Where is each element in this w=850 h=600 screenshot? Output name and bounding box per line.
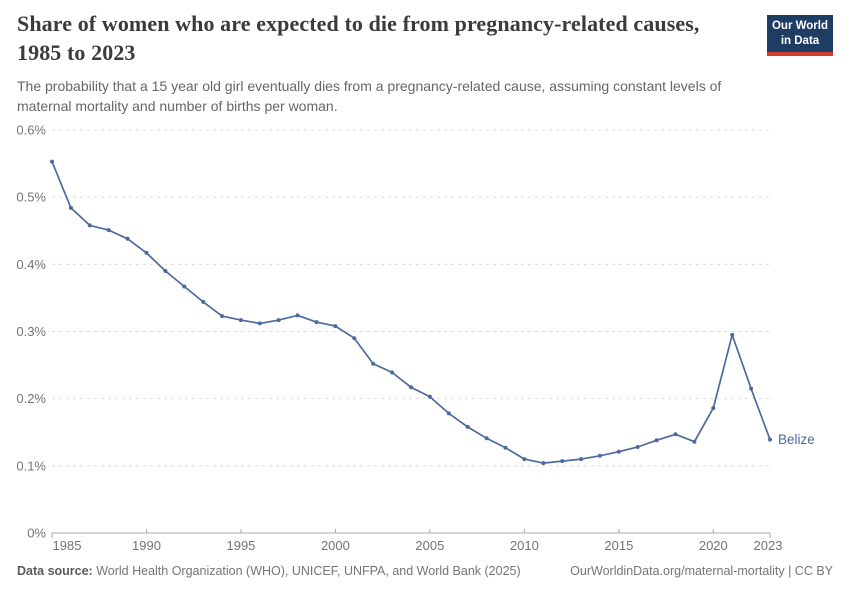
data-point-marker[interactable] [560, 459, 565, 464]
data-point-marker[interactable] [106, 228, 111, 233]
gridlines [51, 129, 771, 538]
entity-label[interactable]: Belize [778, 432, 815, 447]
data-point-marker[interactable] [635, 445, 640, 449]
data-point-marker[interactable] [257, 321, 262, 326]
data-point-marker[interactable] [390, 370, 395, 375]
data-point-marker[interactable] [125, 236, 130, 241]
owid-link-license[interactable]: OurWorldinData.org/maternal-mortality | … [570, 564, 833, 578]
owid-logo-line1: Our World [771, 20, 828, 32]
data-point-marker[interactable] [314, 320, 319, 325]
x-tick-label: 2020 [699, 538, 728, 553]
data-point-marker[interactable] [87, 223, 92, 228]
data-point-marker[interactable] [465, 424, 470, 429]
y-tick-label: 0.5% [16, 190, 46, 205]
y-tick-label: 0.2% [16, 391, 46, 406]
data-point-marker[interactable] [409, 385, 413, 390]
data-point-marker[interactable] [692, 439, 697, 444]
data-series: Belize [50, 159, 815, 466]
data-point-marker[interactable] [276, 318, 281, 323]
data-point-marker[interactable] [50, 159, 54, 164]
y-tick-label: 0.3% [16, 324, 46, 339]
data-point-marker[interactable] [163, 269, 168, 273]
data-point-marker[interactable] [220, 314, 225, 319]
x-tick-label: 1995 [226, 538, 255, 553]
data-point-marker[interactable] [654, 438, 659, 443]
data-point-marker[interactable] [616, 449, 621, 454]
y-tick-label: 0.4% [16, 257, 46, 272]
chart-subtitle: The probability that a 15 year old girl … [17, 78, 722, 114]
data-source-text: World Health Organization (WHO), UNICEF,… [92, 564, 521, 578]
data-point-marker[interactable] [446, 411, 451, 416]
y-tick-label: 0% [27, 526, 46, 541]
x-tick-label: 1985 [53, 538, 82, 553]
data-source-note: Data source: World Health Organization (… [17, 563, 521, 579]
data-point-marker[interactable] [522, 457, 527, 462]
x-tick-label: 2005 [415, 538, 444, 553]
x-tick-label: 1990 [132, 538, 161, 553]
data-point-marker[interactable] [68, 205, 73, 210]
y-axis-tick-labels: 0% 0.1% 0.2% 0.3% 0.4% 0.5% 0.6% [16, 123, 46, 541]
data-point-marker[interactable] [182, 284, 187, 289]
owid-logo[interactable]: Our World in Data [767, 15, 833, 56]
data-point-marker[interactable] [144, 250, 149, 255]
data-source-label: Data source: [17, 564, 93, 578]
data-point-marker[interactable] [711, 406, 716, 411]
y-tick-label: 0.6% [16, 123, 46, 138]
data-point-marker[interactable] [201, 299, 206, 304]
series-line-belize[interactable] [51, 160, 771, 464]
y-tick-label: 0.1% [16, 458, 46, 473]
data-point-marker[interactable] [768, 437, 772, 442]
x-tick-label: 2015 [604, 538, 633, 553]
data-point-marker[interactable] [238, 318, 243, 323]
chart-footer: Data source: World Health Organization (… [17, 563, 833, 579]
data-point-marker[interactable] [484, 436, 489, 441]
chart-title: Share of women who are expected to die f… [17, 11, 700, 65]
data-point-marker[interactable] [427, 394, 432, 399]
data-point-marker[interactable] [352, 336, 357, 341]
data-point-marker[interactable] [503, 445, 508, 450]
data-point-marker[interactable] [749, 386, 754, 391]
data-point-marker[interactable] [597, 453, 602, 458]
x-tick-label: 2000 [321, 538, 350, 553]
data-point-marker[interactable] [295, 313, 300, 318]
x-tick-label: 2023 [754, 538, 783, 553]
x-tick-label: 2010 [510, 538, 539, 553]
data-point-marker[interactable] [541, 461, 546, 466]
data-point-marker[interactable] [730, 332, 735, 337]
data-point-marker[interactable] [333, 324, 338, 329]
owid-logo-line2: in Data [780, 34, 820, 47]
data-point-marker[interactable] [673, 432, 678, 437]
data-point-marker[interactable] [579, 457, 584, 462]
data-point-marker[interactable] [371, 361, 376, 366]
x-axis-tick-labels: 1985 1990 1995 2000 2005 2010 2015 2020 2023 [53, 538, 783, 553]
